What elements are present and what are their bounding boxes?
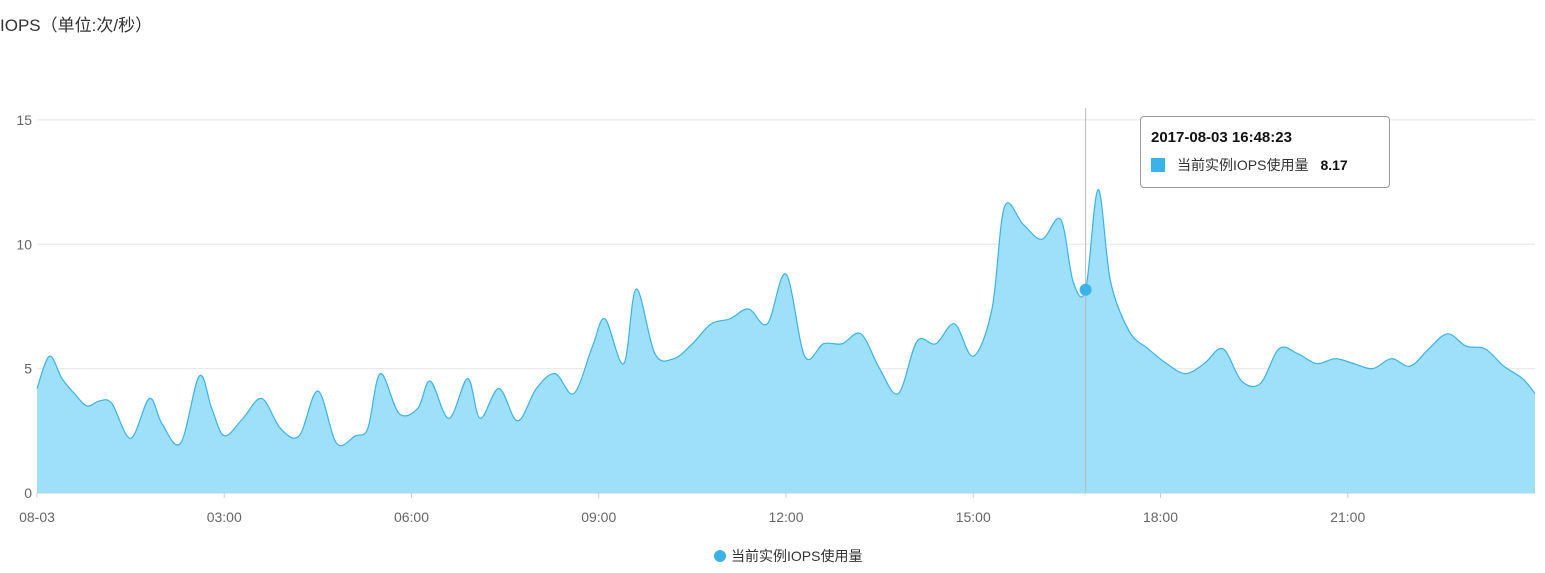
tooltip-value: 8.17 (1320, 157, 1348, 173)
legend-label: 当前实例IOPS使用量 (731, 548, 863, 564)
chart-tooltip: 2017-08-03 16:48:23 当前实例IOPS使用量 8.17 (1140, 116, 1390, 188)
y-tick-label: 0 (24, 485, 32, 501)
chart-legend[interactable]: 当前实例IOPS使用量 (714, 546, 862, 566)
tooltip-series-swatch (1151, 158, 1165, 172)
legend-dot-icon (714, 550, 726, 562)
x-tick-label: 12:00 (768, 509, 803, 525)
y-tick-label: 5 (24, 361, 32, 377)
series-line (36, 188, 1536, 447)
highlight-point (1079, 283, 1092, 296)
x-tick-label: 03:00 (207, 509, 242, 525)
y-tick-label: 15 (16, 112, 32, 128)
series-area (37, 189, 1535, 493)
x-tick-label: 09:00 (581, 509, 616, 525)
tooltip-time: 2017-08-03 16:48:23 (1151, 129, 1292, 146)
tooltip-series-name: 当前实例IOPS使用量 (1177, 157, 1309, 173)
x-tick-label: 08-03 (19, 509, 55, 525)
x-tick-label: 06:00 (394, 509, 429, 525)
tooltip-row: 当前实例IOPS使用量 8.17 (1151, 155, 1379, 175)
x-tick-label: 21:00 (1330, 509, 1365, 525)
x-tick-label: 18:00 (1143, 509, 1178, 525)
y-tick-label: 10 (16, 236, 32, 252)
chart-title: IOPS（单位:次/秒） (0, 16, 153, 35)
x-tick-label: 15:00 (956, 509, 991, 525)
